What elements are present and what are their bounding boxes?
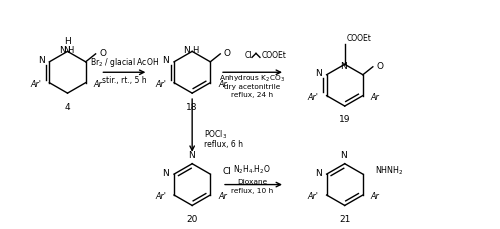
Text: 21: 21 <box>339 215 350 224</box>
Text: N: N <box>38 56 44 65</box>
Text: COOEt: COOEt <box>346 34 372 43</box>
Text: Cl: Cl <box>244 51 252 60</box>
Text: N: N <box>315 69 322 78</box>
Text: dry acetonitrile: dry acetonitrile <box>224 84 280 90</box>
Text: N: N <box>340 151 347 160</box>
Text: POCl$_3$: POCl$_3$ <box>204 129 228 141</box>
Text: 4: 4 <box>64 103 70 112</box>
Text: Ar: Ar <box>218 193 227 202</box>
Text: N: N <box>63 46 70 55</box>
Text: 20: 20 <box>186 215 198 224</box>
Text: Ar: Ar <box>94 80 102 89</box>
Text: Ar: Ar <box>371 193 380 202</box>
Text: COOEt: COOEt <box>262 51 287 60</box>
Text: Ar': Ar' <box>308 193 318 202</box>
Text: O: O <box>99 49 106 58</box>
Text: N: N <box>315 169 322 178</box>
Text: 18: 18 <box>186 103 198 112</box>
Text: N: N <box>162 56 169 65</box>
Text: Ar': Ar' <box>30 80 42 89</box>
Text: Ar': Ar' <box>155 80 166 89</box>
Text: stir., rt., 5 h: stir., rt., 5 h <box>102 76 146 85</box>
Text: 19: 19 <box>339 115 350 125</box>
Text: H: H <box>192 46 198 55</box>
Text: Ar: Ar <box>371 93 380 102</box>
Text: N: N <box>340 62 347 71</box>
Text: N$_2$H$_4$.H$_2$O: N$_2$H$_4$.H$_2$O <box>233 164 271 176</box>
Text: N: N <box>59 46 66 55</box>
Text: Br$_2$ / glacial AcOH: Br$_2$ / glacial AcOH <box>90 56 159 69</box>
Text: reflux, 6 h: reflux, 6 h <box>204 140 243 149</box>
Text: Dioxane: Dioxane <box>237 179 267 185</box>
Text: N: N <box>184 46 190 55</box>
Text: reflux, 24 h: reflux, 24 h <box>231 92 273 98</box>
Text: N: N <box>188 151 194 160</box>
Text: H: H <box>68 46 73 55</box>
Text: reflux, 10 h: reflux, 10 h <box>231 188 273 194</box>
Text: NHNH$_2$: NHNH$_2$ <box>375 165 404 177</box>
Text: H: H <box>64 37 71 46</box>
Text: O: O <box>376 62 384 71</box>
Text: Cl: Cl <box>222 167 231 176</box>
Text: Anhydrous K$_2$CO$_3$: Anhydrous K$_2$CO$_3$ <box>219 74 285 84</box>
Text: Ar': Ar' <box>155 193 166 202</box>
Text: O: O <box>224 49 230 58</box>
Text: Ar': Ar' <box>308 93 318 102</box>
Text: N: N <box>162 169 169 178</box>
Text: Ar: Ar <box>218 80 227 89</box>
